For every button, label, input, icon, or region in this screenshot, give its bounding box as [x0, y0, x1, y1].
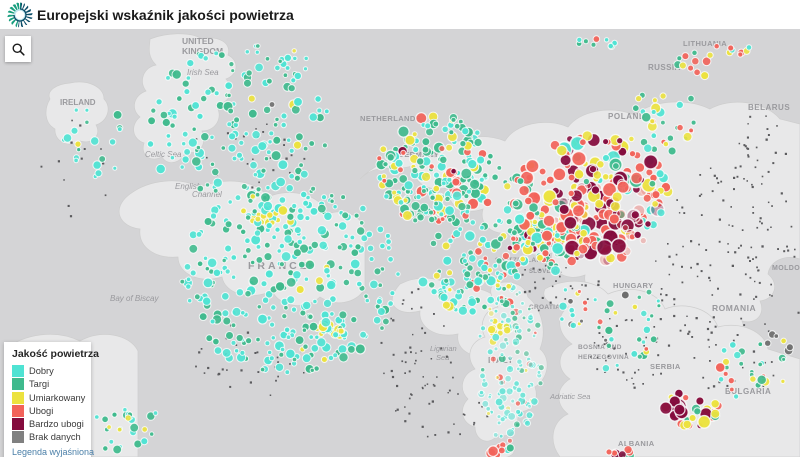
svg-text:ALBANIA: ALBANIA [618, 439, 655, 448]
svg-text:Ligurian: Ligurian [430, 344, 457, 353]
svg-text:CROATIA: CROATIA [529, 304, 560, 311]
svg-text:Adriatic Sea: Adriatic Sea [549, 392, 590, 401]
svg-text:LITHUANIA: LITHUANIA [683, 39, 727, 48]
svg-text:ROMANIA: ROMANIA [712, 303, 756, 313]
svg-text:POLAND: POLAND [608, 112, 645, 121]
svg-text:NETHERLANDS: NETHERLANDS [360, 114, 421, 123]
svg-text:SERBIA: SERBIA [650, 362, 681, 371]
svg-text:Bay of Biscay: Bay of Biscay [110, 294, 159, 303]
svg-text:IRELAND: IRELAND [60, 98, 96, 107]
svg-text:Celtic Sea: Celtic Sea [145, 150, 182, 159]
svg-text:MOLDOVA: MOLDOVA [772, 265, 800, 272]
svg-text:HUNGARY: HUNGARY [613, 281, 653, 290]
svg-text:UNITED: UNITED [182, 36, 214, 46]
svg-text:Irish Sea: Irish Sea [187, 68, 219, 77]
svg-text:HERZEGOVINA: HERZEGOVINA [578, 354, 629, 361]
svg-text:BELARUS: BELARUS [748, 103, 790, 112]
